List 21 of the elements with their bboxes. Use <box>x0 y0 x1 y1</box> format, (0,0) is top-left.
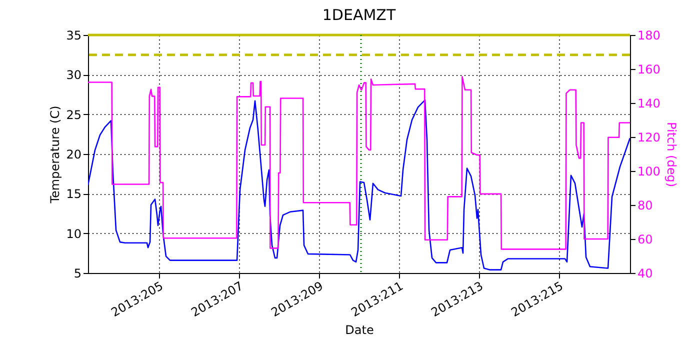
chart-title: 1DEAMZT <box>322 6 396 24</box>
y-tick-label: 10 <box>66 226 82 241</box>
y2-axis-title: Pitch (deg) <box>664 122 678 188</box>
y2-tick-label: 140 <box>638 96 660 110</box>
y-tick-label: 30 <box>66 68 82 82</box>
y-tick-label: 25 <box>66 108 82 122</box>
y-tick-label: 35 <box>66 28 82 42</box>
line-series <box>88 99 630 270</box>
y2-tick-label: 60 <box>638 232 653 246</box>
y-tick-label: 20 <box>66 148 82 162</box>
line-series <box>88 76 630 250</box>
y2-tick-label: 160 <box>638 62 660 76</box>
y-tick-label: 15 <box>66 187 82 202</box>
x-axis-title: Date <box>345 322 374 337</box>
y2-tick-label: 40 <box>638 266 653 280</box>
y-axis-title: Temperature (C) <box>48 106 62 204</box>
y2-tick-label: 100 <box>638 164 660 178</box>
y2-tick-label: 80 <box>638 198 653 212</box>
y2-tick-label: 180 <box>638 28 660 42</box>
y2-tick-label: 120 <box>638 130 660 144</box>
y-tick-label: 5 <box>74 266 82 280</box>
